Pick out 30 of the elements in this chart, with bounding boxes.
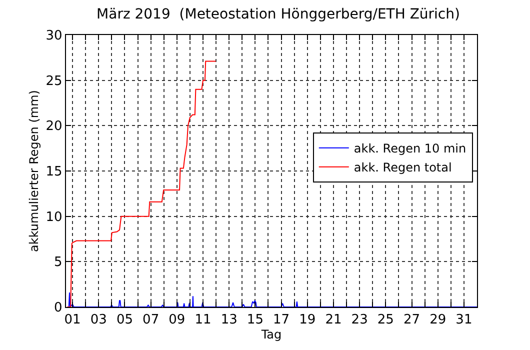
- x-tick-label: 15: [246, 312, 264, 328]
- y-tick-label: 15: [46, 164, 62, 180]
- y-tick-label: 10: [46, 210, 62, 225]
- x-tick-label: 25: [377, 312, 394, 328]
- x-axis-title: Tag: [260, 328, 282, 342]
- y-tick-label: 20: [46, 119, 62, 134]
- x-tick-label: 31: [456, 312, 472, 328]
- x-tick-label: 17: [273, 312, 290, 328]
- x-tick-label: 09: [168, 312, 186, 328]
- x-tick-label: 05: [116, 312, 133, 328]
- chart-title: März 2019 (Meteostation Hönggerberg/ETH Zürich): [96, 6, 460, 23]
- y-tick-label: 5: [54, 255, 62, 270]
- x-tick-label: 29: [430, 312, 446, 328]
- x-tick-label: 03: [90, 312, 107, 328]
- x-tick-label: 27: [403, 312, 420, 328]
- x-tick-label: 23: [351, 312, 368, 328]
- legend-label: akk. Regen total: [354, 160, 452, 175]
- x-tick-label: 11: [194, 312, 212, 328]
- x-tick-label: 07: [142, 312, 160, 328]
- line-series: [66, 292, 477, 307]
- x-tick-label: 13: [220, 312, 238, 328]
- x-tick-label: 01: [64, 312, 81, 328]
- y-tick-label: 25: [46, 74, 62, 89]
- y-tick-label: 0: [54, 300, 62, 316]
- y-axis-title: akkumulierter Regen (mm): [27, 90, 42, 252]
- legend-label: akk. Regen 10 min: [354, 142, 466, 156]
- line-series: [66, 60, 216, 307]
- x-tick-label: 19: [299, 312, 316, 328]
- y-tick-label: 30: [46, 28, 62, 44]
- x-tick-label: 21: [325, 312, 342, 328]
